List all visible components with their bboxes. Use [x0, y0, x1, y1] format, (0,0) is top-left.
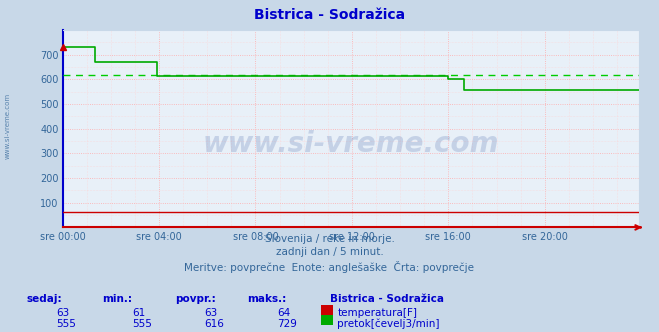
Text: maks.:: maks.:: [247, 294, 287, 304]
Text: 61: 61: [132, 308, 145, 318]
Text: Bistrica - Sodražica: Bistrica - Sodražica: [330, 294, 444, 304]
Text: Slovenija / reke in morje.: Slovenija / reke in morje.: [264, 234, 395, 244]
Text: www.si-vreme.com: www.si-vreme.com: [5, 93, 11, 159]
Text: 555: 555: [132, 319, 152, 329]
Text: pretok[čevelj3/min]: pretok[čevelj3/min]: [337, 319, 440, 329]
Text: temperatura[F]: temperatura[F]: [337, 308, 417, 318]
Text: 729: 729: [277, 319, 297, 329]
Text: min.:: min.:: [102, 294, 132, 304]
Text: 63: 63: [204, 308, 217, 318]
Text: Meritve: povprečne  Enote: anglešaške  Črta: povprečje: Meritve: povprečne Enote: anglešaške Črt…: [185, 261, 474, 273]
Text: www.si-vreme.com: www.si-vreme.com: [203, 130, 499, 158]
Text: sedaj:: sedaj:: [26, 294, 62, 304]
Text: 63: 63: [56, 308, 69, 318]
Text: zadnji dan / 5 minut.: zadnji dan / 5 minut.: [275, 247, 384, 257]
Text: 555: 555: [56, 319, 76, 329]
Text: 616: 616: [204, 319, 224, 329]
Text: 64: 64: [277, 308, 290, 318]
Text: Bistrica - Sodražica: Bistrica - Sodražica: [254, 8, 405, 22]
Text: povpr.:: povpr.:: [175, 294, 215, 304]
